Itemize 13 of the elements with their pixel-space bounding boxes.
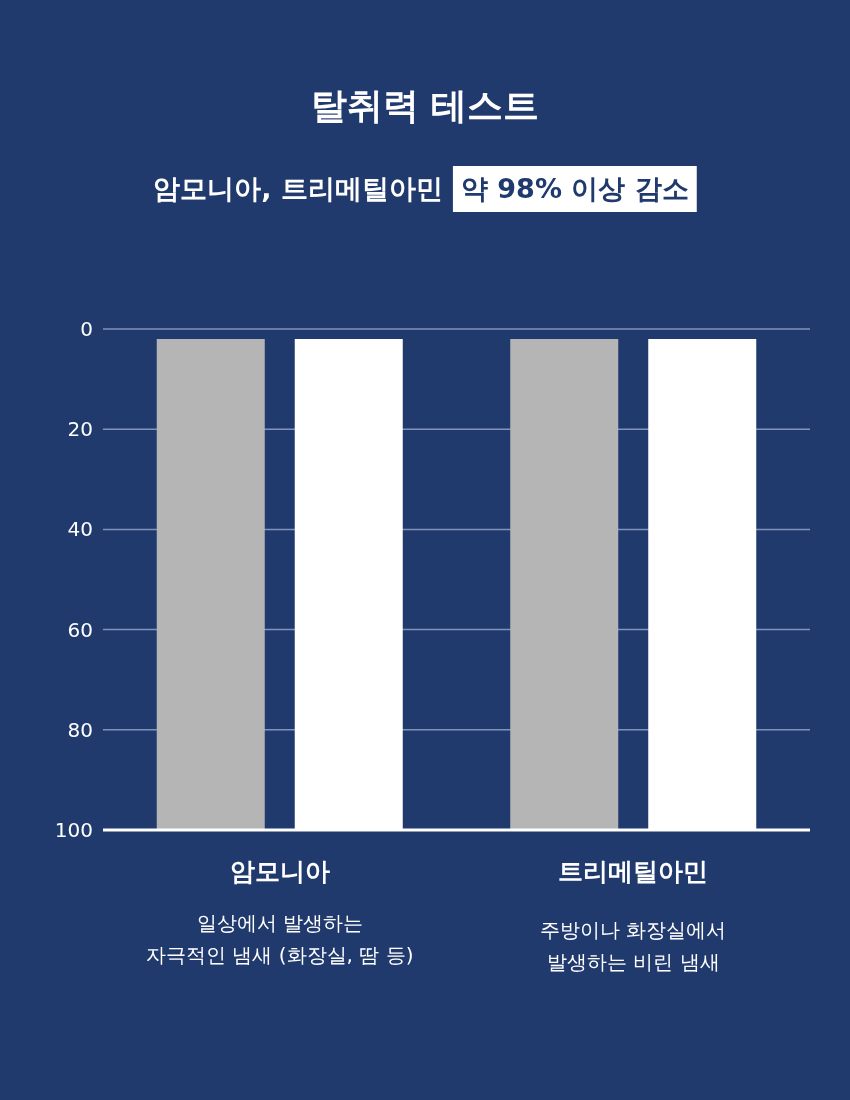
x-tick-label: 암모니아 xyxy=(229,857,330,886)
y-tick-label: 20 xyxy=(67,417,93,442)
y-tick-label: 60 xyxy=(67,617,93,642)
text: 일상에서 발생하는 자극적인 냄새 (화장실, 땀 등) xyxy=(146,911,414,967)
x-tick-label: 트리메틸아민 xyxy=(558,857,709,886)
text: 주방이나 화장실에서 발생하는 비린 냄새 xyxy=(540,918,727,974)
chart-subtitle: 암모니아, 트리메틸아민 xyxy=(153,173,443,204)
text: 약 98% 이상 감소 xyxy=(460,173,689,204)
y-tick-label: 100 xyxy=(54,818,93,842)
y-tick-label: 0 xyxy=(80,317,93,341)
y-tick-label: 80 xyxy=(67,717,93,742)
y-tick-label: 40 xyxy=(67,517,93,542)
chart-title: 탈취력 테스트 xyxy=(310,85,540,126)
